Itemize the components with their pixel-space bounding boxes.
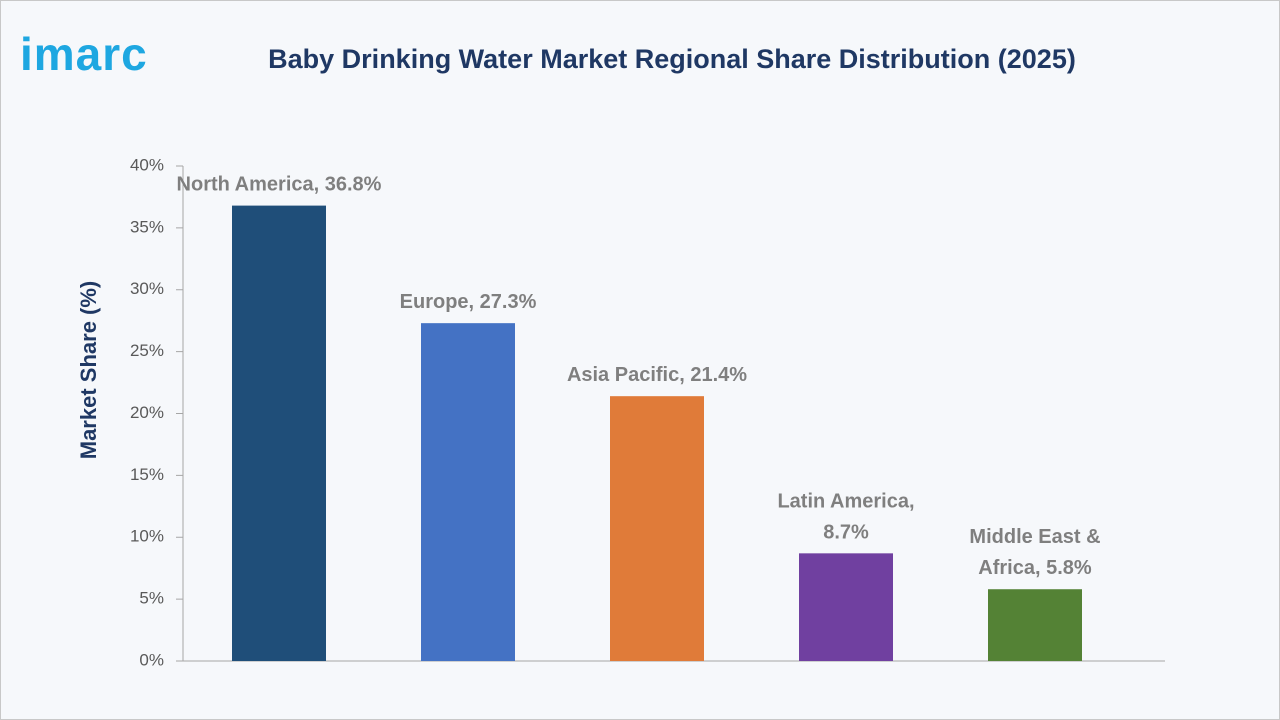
value-label-line: Asia Pacific, 21.4% — [567, 364, 747, 386]
logo: imarc — [20, 28, 148, 80]
y-tick-label: 15% — [130, 465, 164, 484]
y-tick-label: 35% — [130, 217, 164, 236]
y-tick-label: 5% — [139, 589, 164, 608]
bar — [988, 589, 1082, 661]
value-label-line: Latin America, — [777, 491, 914, 513]
value-label-line: Middle East & — [969, 527, 1100, 549]
y-tick-label: 0% — [139, 650, 164, 669]
bar — [610, 396, 704, 661]
value-label-line: Europe, 27.3% — [400, 291, 537, 313]
bar — [421, 323, 515, 661]
chart-title: Baby Drinking Water Market Regional Shar… — [268, 44, 1076, 74]
value-label: Middle East & Africa, 5.8% — [969, 527, 1100, 580]
bar — [232, 205, 326, 661]
value-label: Europe, 27.3% — [400, 291, 537, 313]
y-tick-label: 20% — [130, 403, 164, 422]
value-label: North America, 36.8% — [177, 174, 382, 196]
y-axis-label: Market Share (%) — [76, 281, 101, 460]
y-tick-label: 40% — [130, 155, 164, 174]
value-label-line: 8.7% — [823, 522, 869, 544]
value-label: Asia Pacific, 21.4% — [567, 364, 747, 386]
bar — [799, 553, 893, 661]
y-tick-label: 30% — [130, 279, 164, 298]
value-label-line: Africa, 5.8% — [978, 558, 1092, 580]
value-label: Latin America, 8.7% — [777, 491, 914, 544]
value-label-line: North America, 36.8% — [177, 174, 382, 196]
y-tick-label: 10% — [130, 527, 164, 546]
y-tick-label: 25% — [130, 341, 164, 360]
